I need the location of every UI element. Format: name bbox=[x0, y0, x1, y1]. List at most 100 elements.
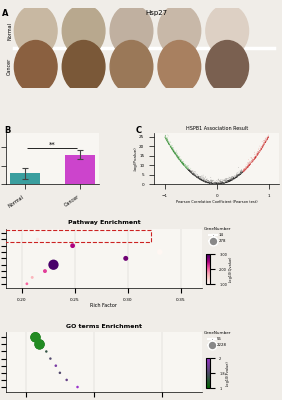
Point bbox=[188, 168, 193, 174]
Point bbox=[173, 151, 177, 157]
Point bbox=[205, 179, 210, 186]
Point bbox=[192, 171, 197, 178]
Point bbox=[205, 178, 210, 184]
Point bbox=[266, 134, 270, 141]
Point bbox=[226, 177, 231, 184]
Point bbox=[176, 155, 180, 161]
Point bbox=[263, 139, 267, 145]
Point bbox=[164, 137, 169, 144]
Point bbox=[194, 174, 199, 180]
Point bbox=[260, 144, 265, 150]
Point bbox=[217, 179, 222, 186]
Point bbox=[231, 175, 235, 182]
Point bbox=[220, 180, 224, 186]
Point bbox=[185, 166, 190, 172]
Point bbox=[195, 175, 200, 181]
Point bbox=[228, 177, 233, 184]
Point bbox=[180, 160, 184, 166]
Point bbox=[245, 160, 250, 166]
Point bbox=[245, 164, 250, 171]
Point bbox=[188, 167, 193, 174]
Point bbox=[190, 169, 195, 176]
Point bbox=[253, 155, 257, 162]
Point bbox=[193, 173, 198, 179]
Point bbox=[166, 138, 170, 145]
Point bbox=[260, 144, 265, 150]
Point bbox=[204, 178, 208, 184]
Point bbox=[246, 164, 250, 170]
Point bbox=[167, 140, 172, 146]
Point bbox=[263, 139, 268, 146]
Point bbox=[249, 154, 253, 161]
Point bbox=[266, 134, 271, 140]
Point bbox=[207, 179, 211, 186]
Point bbox=[264, 136, 268, 142]
Point bbox=[229, 176, 233, 182]
Point bbox=[188, 168, 193, 174]
Point bbox=[195, 174, 199, 180]
Point bbox=[233, 173, 238, 179]
Point bbox=[235, 172, 239, 178]
Point bbox=[195, 175, 200, 181]
Point bbox=[173, 151, 177, 157]
Point bbox=[239, 171, 243, 178]
Point bbox=[256, 151, 261, 158]
Point bbox=[173, 152, 178, 158]
Point bbox=[219, 179, 224, 185]
Point bbox=[169, 144, 173, 151]
Point bbox=[263, 139, 268, 145]
Point bbox=[204, 176, 209, 182]
Point bbox=[195, 173, 200, 180]
Point bbox=[216, 181, 221, 188]
Point bbox=[199, 177, 203, 183]
Point bbox=[243, 164, 248, 171]
Point bbox=[212, 181, 217, 187]
Point bbox=[202, 177, 207, 184]
Point bbox=[197, 175, 202, 182]
Point bbox=[178, 153, 182, 160]
Point bbox=[187, 168, 192, 175]
Point bbox=[203, 174, 207, 181]
Point bbox=[215, 179, 220, 186]
Point bbox=[181, 162, 186, 168]
Point bbox=[247, 162, 252, 168]
Point bbox=[207, 178, 212, 184]
Point bbox=[210, 181, 215, 187]
Point bbox=[208, 180, 212, 186]
Point bbox=[186, 167, 190, 173]
Point bbox=[167, 141, 171, 147]
Point bbox=[224, 179, 228, 186]
Point bbox=[242, 168, 246, 174]
Point bbox=[262, 140, 267, 147]
Point bbox=[227, 177, 232, 184]
Point bbox=[170, 144, 175, 151]
Point bbox=[253, 156, 257, 162]
Point bbox=[172, 149, 176, 155]
Point bbox=[197, 176, 201, 182]
Point bbox=[216, 177, 221, 183]
Point bbox=[201, 177, 205, 183]
Point bbox=[214, 179, 218, 186]
Point bbox=[169, 145, 173, 152]
Point bbox=[263, 139, 268, 146]
Point bbox=[253, 154, 257, 160]
Point bbox=[191, 171, 195, 178]
Point bbox=[196, 174, 201, 181]
Circle shape bbox=[110, 40, 153, 93]
Point bbox=[246, 164, 250, 171]
Point bbox=[179, 158, 183, 165]
Point bbox=[216, 179, 220, 186]
Point bbox=[252, 153, 257, 160]
Point bbox=[224, 179, 229, 186]
Point bbox=[179, 160, 184, 166]
Point bbox=[206, 180, 210, 186]
Point bbox=[255, 150, 260, 157]
Point bbox=[222, 180, 227, 186]
Point bbox=[173, 150, 177, 156]
Point bbox=[164, 138, 169, 144]
Point bbox=[199, 173, 203, 180]
Point bbox=[228, 178, 233, 184]
Point bbox=[171, 147, 176, 154]
Point bbox=[216, 177, 221, 183]
Point bbox=[223, 176, 227, 182]
